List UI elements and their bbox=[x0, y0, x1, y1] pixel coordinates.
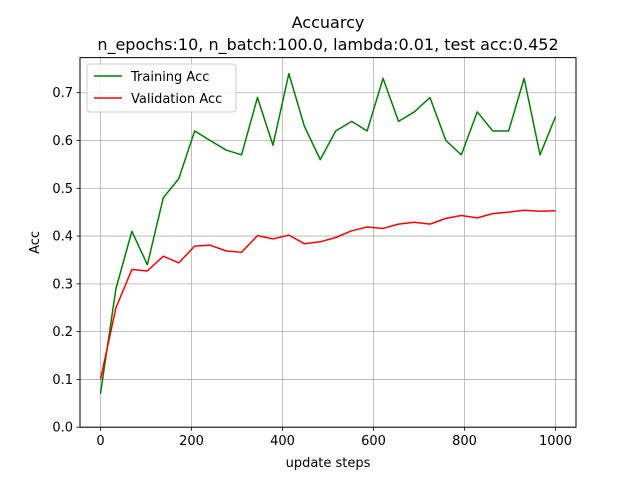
y-tick-label: 0.3 bbox=[52, 277, 73, 292]
y-tick-label: 0.7 bbox=[52, 86, 73, 101]
plot-frame bbox=[79, 57, 577, 428]
x-tick-label: 200 bbox=[179, 434, 204, 449]
y-tick-label: 0.6 bbox=[52, 134, 73, 149]
chart-title: Accuarcy bbox=[292, 13, 365, 32]
x-tick-label: 1000 bbox=[539, 434, 572, 449]
training-acc-line bbox=[99, 72, 557, 394]
x-axis-label: update steps bbox=[286, 456, 371, 471]
legend-box bbox=[86, 63, 237, 113]
legend-label-validation-acc: Validation Acc bbox=[131, 92, 222, 107]
legend: Training Acc Validation Acc bbox=[86, 63, 237, 113]
series-lines bbox=[99, 72, 557, 394]
x-tick-label: 600 bbox=[361, 434, 386, 449]
grid-lines bbox=[80, 57, 576, 428]
legend-label-training-acc: Training Acc bbox=[130, 70, 209, 85]
y-tick-label: 0.5 bbox=[52, 182, 73, 197]
x-tick-label: 800 bbox=[452, 434, 477, 449]
x-tick-label: 400 bbox=[270, 434, 295, 449]
y-tick-label: 0.1 bbox=[52, 373, 73, 388]
y-axis-label: Acc bbox=[28, 231, 43, 254]
chart-subtitle: n_epochs:10, n_batch:100.0, lambda:0.01,… bbox=[97, 35, 558, 55]
x-tick-label: 0 bbox=[96, 434, 104, 449]
y-tick-label: 0.0 bbox=[52, 421, 73, 436]
axis-ticks: 0 200 400 600 800 1000 0.0 0.1 0.2 0.3 0.4 0.5 0.6 0.… bbox=[52, 86, 572, 449]
y-tick-label: 0.4 bbox=[52, 230, 73, 245]
validation-acc-line bbox=[99, 209, 556, 380]
y-tick-label: 0.2 bbox=[52, 325, 73, 340]
